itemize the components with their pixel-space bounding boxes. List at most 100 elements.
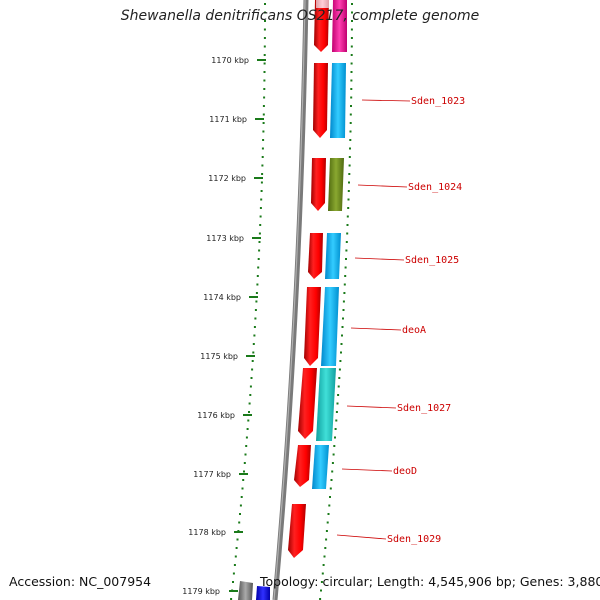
ring-dot: [262, 113, 265, 116]
ring-dot: [342, 317, 344, 320]
cds-arrow-forward: [294, 445, 311, 487]
ring-dot: [350, 62, 353, 65]
ring-dot: [238, 521, 241, 524]
ring-dot: [234, 555, 237, 558]
ring-dot: [350, 28, 353, 31]
ring-dot: [337, 385, 340, 388]
ring-dot: [255, 292, 258, 294]
ring-dot: [340, 343, 343, 345]
cog-block-cyan: [325, 233, 341, 279]
ring-dot: [260, 190, 263, 192]
ring-dot: [322, 564, 325, 566]
ring-dot: [263, 54, 266, 56]
ring-dot: [323, 555, 326, 558]
ring-dot: [336, 402, 339, 405]
cds-arrow-forward: [313, 63, 328, 138]
ring-dot: [325, 530, 328, 532]
kbp-tick-marks: [229, 59, 266, 592]
forward-cds-track: [238, 0, 329, 600]
ring-dot: [248, 411, 250, 413]
ring-dot: [343, 292, 346, 294]
ring-dot: [324, 547, 327, 549]
ring-dot: [351, 20, 353, 22]
ring-dot: [260, 198, 263, 201]
accession-text: Accession: NC_007954: [9, 574, 152, 589]
label-leader-line: [336, 534, 387, 540]
ring-dot: [243, 462, 246, 464]
ring-dot: [239, 504, 242, 507]
label-leader-line: [354, 257, 405, 261]
ring-dot: [345, 241, 348, 243]
ring-dot: [330, 479, 333, 481]
kbp-label: 1172 kbp: [208, 174, 246, 183]
ring-dot: [342, 300, 345, 303]
cds-arrow-forward: [304, 287, 321, 366]
label-leader-line: [361, 99, 411, 102]
genome-backbone-highlight: [273, 0, 306, 600]
ring-dot: [341, 326, 344, 328]
ring-dot: [258, 241, 261, 243]
cog-track: [256, 0, 347, 600]
ring-dot: [256, 283, 259, 286]
ring-dot: [329, 487, 332, 490]
ring-dot: [261, 164, 264, 167]
cds-arrow-forward: [298, 368, 317, 439]
ring-dot: [235, 547, 238, 549]
kbp-label: 1170 kbp: [211, 56, 249, 65]
ring-dot: [256, 275, 259, 277]
kbp-label: 1171 kbp: [209, 115, 247, 124]
gene-label: deoA: [402, 325, 426, 336]
ring-dot: [263, 28, 266, 31]
kbp-labels: 1170 kbp 1171 kbp 1172 kbp 1173 kbp 1174…: [182, 56, 249, 596]
ring-dot: [240, 496, 243, 498]
ring-dot: [243, 470, 245, 473]
ring-dot: [346, 215, 349, 218]
kbp-label: 1176 kbp: [197, 411, 235, 420]
ring-dot: [253, 326, 256, 328]
ring-dot: [253, 334, 256, 337]
ring-dot: [248, 402, 251, 405]
gene-label: deoD: [393, 466, 417, 477]
ring-dot: [350, 105, 352, 107]
ring-dot: [349, 113, 352, 116]
ring-dot: [258, 232, 261, 235]
ring-dot: [334, 428, 337, 430]
ring-dot: [233, 564, 236, 566]
ring-dot: [347, 190, 350, 192]
ring-dot: [261, 147, 264, 150]
kbp-label: 1177 kbp: [193, 470, 231, 479]
ring-dot: [263, 79, 266, 82]
ring-dot: [251, 360, 254, 362]
ring-dot: [350, 96, 353, 99]
ring-dot: [264, 11, 266, 14]
cog-block-pink: [316, 0, 329, 8]
ring-dot: [349, 139, 352, 141]
ring-dot: [262, 105, 265, 107]
ring-dot: [347, 198, 350, 201]
cog-block-cyan: [330, 63, 346, 138]
ring-dot: [351, 11, 353, 14]
ring-dot: [245, 436, 248, 439]
ring-dot: [331, 470, 334, 473]
ring-dot: [259, 215, 262, 218]
ring-dot: [249, 385, 252, 388]
ring-dot: [263, 88, 266, 90]
ring-dot: [252, 351, 255, 354]
kbp-label: 1178 kbp: [188, 528, 226, 537]
ring-dot: [254, 317, 257, 320]
ring-dot: [244, 453, 247, 456]
ring-dot: [350, 45, 353, 48]
ring-dot: [257, 258, 260, 260]
cds-arrow-forward: [288, 504, 306, 558]
ring-dot: [236, 538, 239, 541]
label-leader-line: [341, 468, 393, 472]
ring-dot: [263, 71, 266, 73]
ring-dot: [331, 462, 334, 464]
ring-dot: [347, 207, 350, 209]
cog-block-teal: [316, 368, 336, 441]
ring-dot: [242, 479, 245, 481]
ring-dot: [261, 173, 264, 175]
cog-block-blue: [256, 586, 270, 600]
ring-dot: [348, 156, 351, 158]
